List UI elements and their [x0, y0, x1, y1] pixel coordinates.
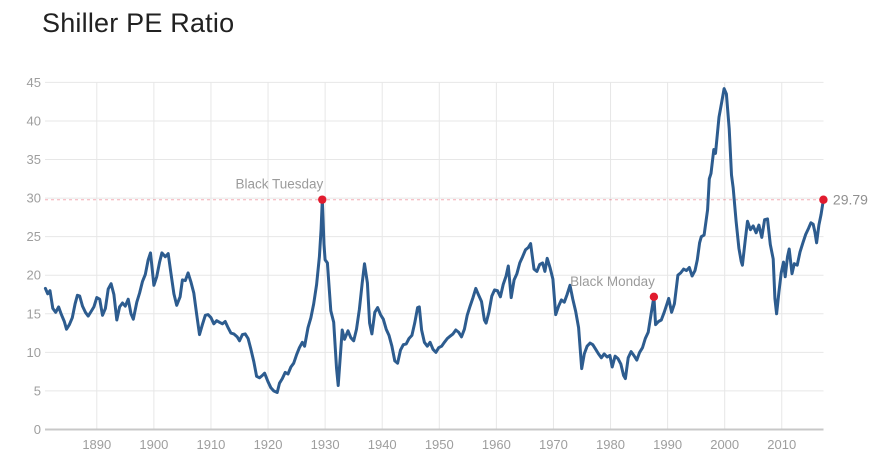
annotation-label: Black Monday — [570, 274, 655, 289]
x-axis-tick-label: 1930 — [311, 437, 340, 452]
y-axis-tick-label: 35 — [27, 152, 41, 167]
x-axis-tick-label: 1940 — [368, 437, 397, 452]
axis-tick-labels: 0 5 10 15 20 25 30 35 40 45 1890 1900 1910 1920 1930 19… — [27, 75, 797, 452]
y-axis-tick-label: 20 — [27, 268, 41, 283]
annotation-label: 29.79 — [833, 191, 868, 207]
x-axis-tick-label: 1970 — [539, 437, 568, 452]
x-axis-tick-label: 1890 — [82, 437, 111, 452]
annotation-label: Black Tuesday — [235, 177, 323, 192]
x-axis-tick-label: 1910 — [196, 437, 225, 452]
y-axis-tick-label: 5 — [34, 383, 41, 398]
x-axis-tick-label: 1980 — [596, 437, 625, 452]
annotation-labels: Black Tuesday Black Monday 29.79 — [235, 177, 868, 289]
x-axis-tick-label: 1920 — [254, 437, 283, 452]
pe-ratio-line — [43, 87, 825, 394]
gridlines — [45, 81, 824, 430]
x-axis-tick-label: 1950 — [425, 437, 454, 452]
marker-dot — [318, 195, 327, 204]
x-axis-tick-label: 1990 — [653, 437, 682, 452]
x-axis-tick-label: 2010 — [767, 437, 796, 452]
y-axis-tick-label: 10 — [27, 345, 41, 360]
y-axis-tick-label: 30 — [27, 191, 41, 206]
x-axis-tick-label: 1960 — [482, 437, 511, 452]
chart-title: Shiller PE Ratio — [42, 8, 235, 38]
y-axis-tick-label: 15 — [27, 306, 41, 321]
marker-dot — [819, 195, 828, 204]
y-axis-tick-label: 0 — [34, 422, 41, 437]
series-line — [43, 87, 825, 394]
marker-dot — [649, 292, 659, 302]
y-axis-tick-label: 45 — [27, 75, 41, 90]
y-axis-tick-label: 25 — [27, 229, 41, 244]
y-axis-tick-label: 40 — [27, 113, 41, 128]
x-axis-tick-label: 1900 — [139, 437, 168, 452]
x-axis-tick-label: 2000 — [710, 437, 739, 452]
event-markers — [318, 195, 828, 302]
